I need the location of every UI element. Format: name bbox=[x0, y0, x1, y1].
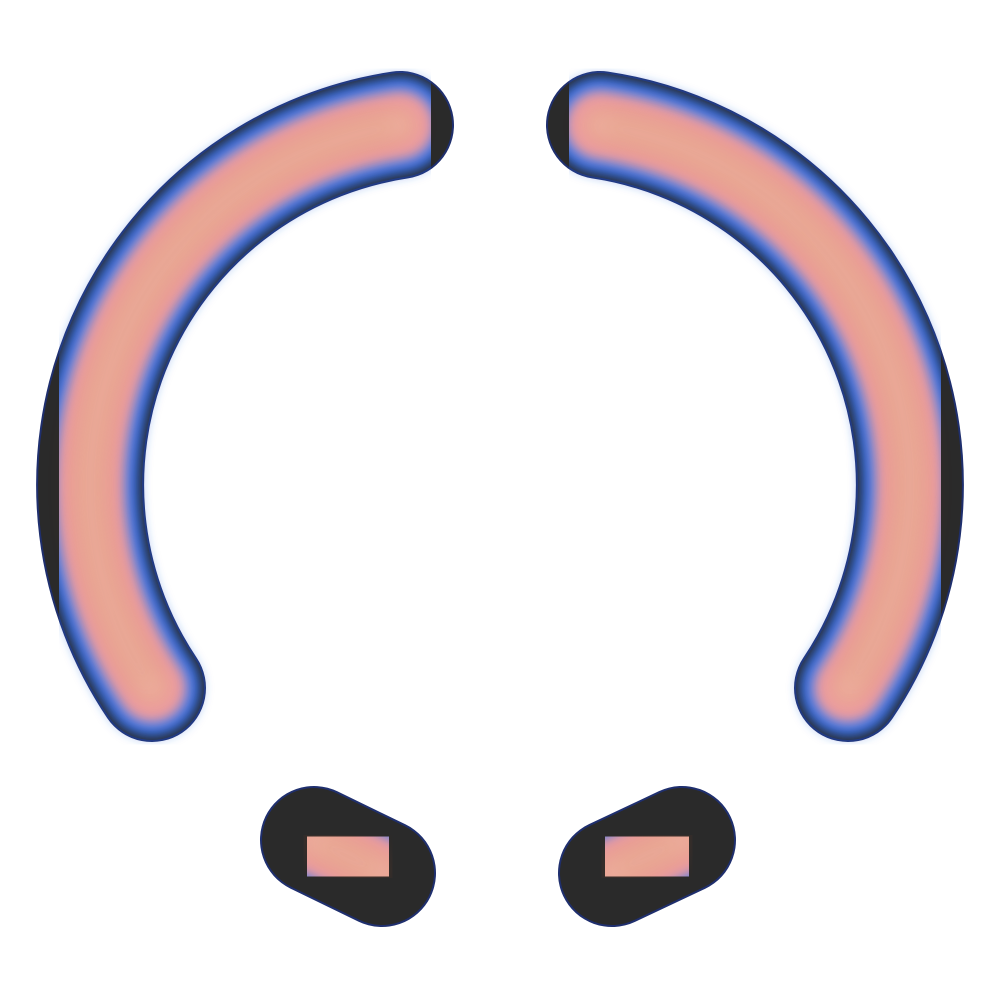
copper-sheen bbox=[591, 116, 919, 697]
bottom-left-pill-segment bbox=[260, 786, 436, 927]
copper-sheen bbox=[305, 831, 391, 882]
left-arc-segment bbox=[36, 71, 454, 742]
bottom-right-pill-segment bbox=[558, 786, 736, 927]
copper-sheen bbox=[603, 831, 691, 882]
copper-sheen bbox=[81, 116, 409, 697]
right-arc-segment bbox=[546, 71, 964, 742]
